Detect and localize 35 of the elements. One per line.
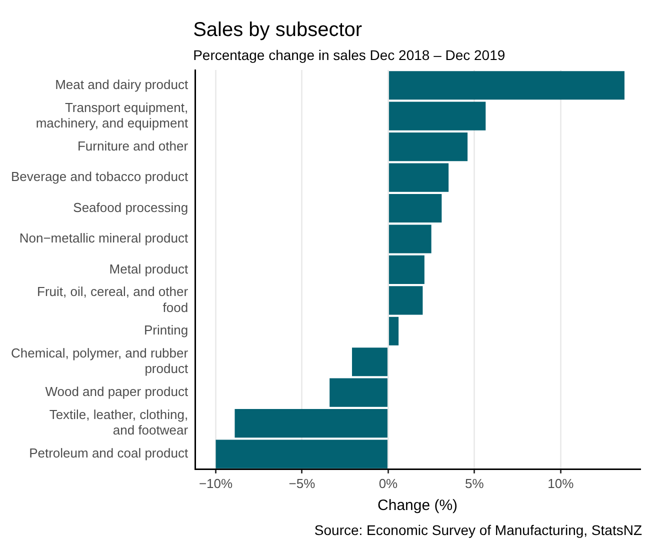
bar: [388, 316, 399, 346]
x-tick-label: −5%: [288, 476, 316, 491]
bar: [388, 102, 486, 130]
bar: [388, 224, 432, 254]
y-tick-label: Furniture and other: [77, 138, 189, 154]
y-tick-label: Petroleum and coal product: [29, 446, 188, 461]
y-tick-label: Seafood processing: [73, 200, 188, 215]
y-tick-label: Textile, leather, clothing, and footwear: [49, 407, 189, 438]
bar: [388, 286, 423, 315]
x-tick-label: 10%: [548, 476, 574, 491]
y-tick-label: Wood and paper product: [45, 384, 188, 400]
source-note: Source: Economic Survey of Manufacturing, StatsNZ: [314, 522, 642, 538]
x-tick-label: −10%: [198, 476, 233, 491]
bar: [388, 71, 624, 100]
y-tick-label: Chemical, polymer, and rubber product: [11, 346, 189, 376]
x-tick-label: 0%: [378, 476, 398, 491]
bar: [216, 440, 388, 468]
y-tick-label: Non−metallic mineral product: [19, 230, 188, 246]
bar: [388, 132, 468, 162]
y-tick-label: Printing: [144, 322, 188, 338]
chart-title: Sales by subsector: [193, 19, 362, 41]
chart-subtitle: Percentage change in sales Dec 2018 – Dec 2019: [193, 47, 506, 63]
bar: [234, 409, 388, 438]
bar: [388, 194, 442, 223]
y-tick-label: Transport equipment, machinery, and equipment: [36, 100, 188, 130]
bar: [330, 378, 388, 407]
x-tick-label: 5%: [465, 476, 484, 491]
bar: [352, 348, 388, 376]
bar: [388, 163, 449, 192]
bar: [388, 255, 424, 284]
x-axis-title: Change (%): [378, 497, 458, 514]
y-tick-label: Beverage and tobacco product: [10, 169, 188, 184]
y-tick-label: Fruit, oil, cereal, and other food: [37, 284, 189, 315]
y-tick-label: Metal product: [109, 261, 188, 276]
y-tick-label: Meat and dairy product: [55, 76, 188, 92]
